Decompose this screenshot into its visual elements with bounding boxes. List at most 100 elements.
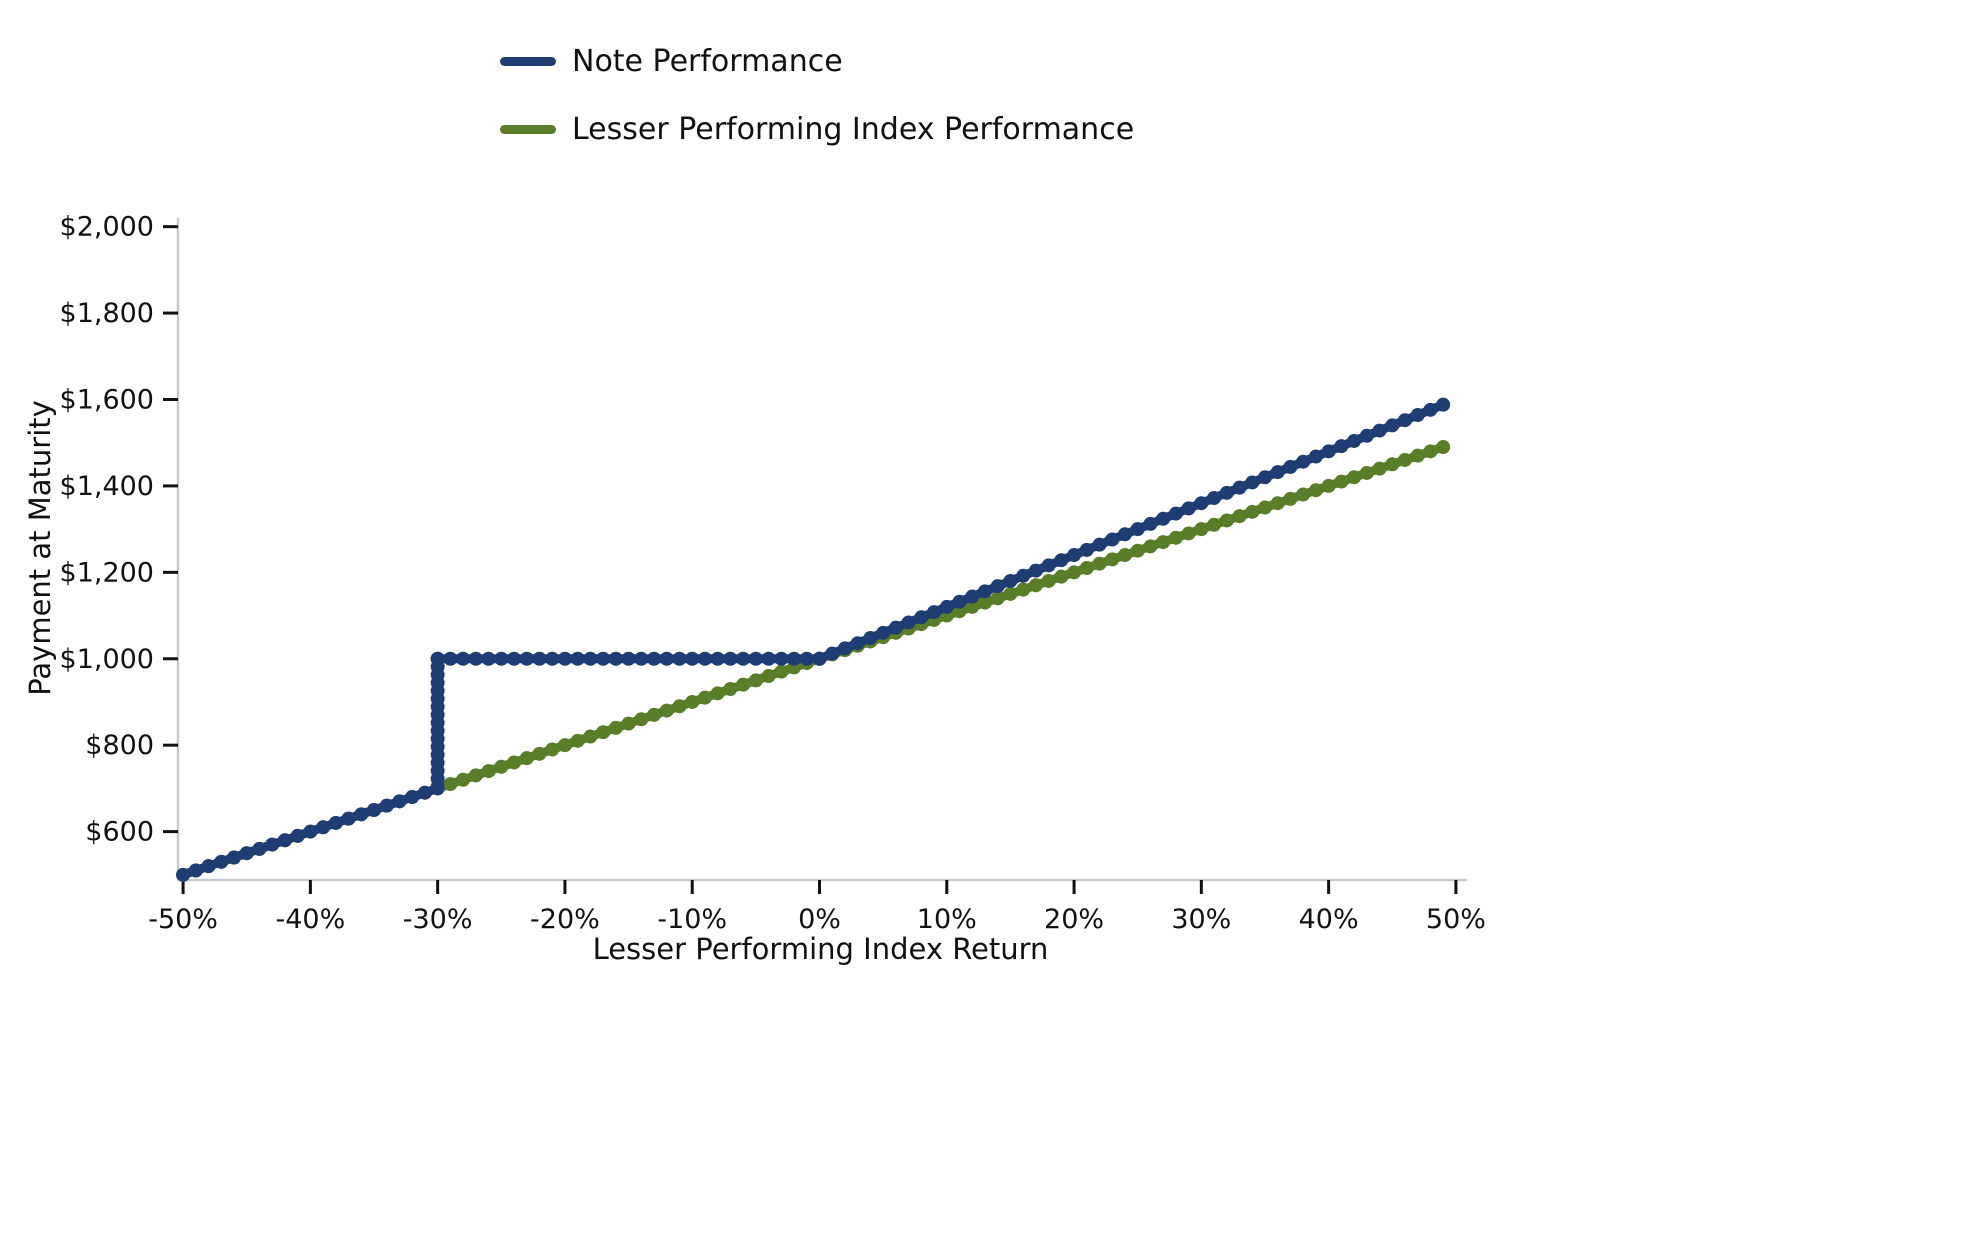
- series-marker-lesser-performing-index-performance: [1168, 530, 1183, 545]
- series-marker-note-performance: [532, 651, 547, 666]
- series-marker-note-performance: [481, 651, 496, 666]
- series-marker-note-performance: [1308, 449, 1323, 464]
- series-marker-note-performance: [608, 651, 623, 666]
- series-marker-note-performance: [1130, 522, 1145, 537]
- series-marker-lesser-performing-index-performance: [723, 682, 738, 697]
- series-marker-lesser-performing-index-performance: [1092, 556, 1107, 571]
- series-marker-note-performance: [1016, 568, 1031, 583]
- series-marker-lesser-performing-index-performance: [685, 694, 700, 709]
- series-marker-note-performance: [367, 802, 382, 817]
- series-marker-lesser-performing-index-performance: [1334, 474, 1349, 489]
- series-marker-note-performance: [774, 651, 789, 666]
- y-tick-label: $800: [85, 730, 154, 761]
- series-marker-note-performance: [977, 584, 992, 599]
- series-marker-note-performance: [214, 854, 229, 869]
- series-marker-lesser-performing-index-performance: [481, 764, 496, 779]
- y-axis-title: Payment at Maturity: [23, 400, 57, 696]
- series-marker-note-performance: [697, 651, 712, 666]
- x-tick-label: 30%: [1171, 904, 1231, 935]
- series-marker-lesser-performing-index-performance: [583, 729, 598, 744]
- series-marker-note-performance: [1436, 397, 1451, 412]
- series-marker-lesser-performing-index-performance: [1308, 483, 1323, 498]
- series-marker-lesser-performing-index-performance: [456, 772, 471, 787]
- series-marker-lesser-performing-index-performance: [443, 777, 458, 792]
- series-marker-note-performance: [1347, 433, 1362, 448]
- legend-label-index-performance: Lesser Performing Index Performance: [572, 111, 1135, 147]
- series-marker-lesser-performing-index-performance: [672, 699, 687, 714]
- series-marker-lesser-performing-index-performance: [659, 703, 674, 718]
- series-marker-note-performance: [570, 651, 585, 666]
- series-marker-note-performance: [927, 605, 942, 620]
- series-marker-note-performance: [379, 798, 394, 813]
- series-marker-note-performance: [1003, 573, 1018, 588]
- series-marker-lesser-performing-index-performance: [1067, 565, 1082, 580]
- series-marker-note-performance: [1296, 454, 1311, 469]
- series-marker-lesser-performing-index-performance: [1194, 522, 1209, 537]
- series-marker-note-performance: [1423, 402, 1438, 417]
- series-marker-lesser-performing-index-performance: [507, 755, 522, 770]
- series-marker-lesser-performing-index-performance: [774, 664, 789, 679]
- series-marker-note-performance: [290, 828, 305, 843]
- series-marker-note-performance: [1194, 496, 1209, 511]
- series-marker-note-performance: [1283, 459, 1298, 474]
- series-marker-note-performance: [1372, 423, 1387, 438]
- series-marker-lesser-performing-index-performance: [1219, 513, 1234, 528]
- series-marker-note-performance: [685, 651, 700, 666]
- series-marker-lesser-performing-index-performance: [634, 712, 649, 727]
- series-marker-lesser-performing-index-performance: [1041, 573, 1056, 588]
- series-marker-lesser-performing-index-performance: [977, 595, 992, 610]
- series-marker-note-performance: [392, 794, 407, 809]
- series-marker-note-performance: [863, 631, 878, 646]
- series-marker-lesser-performing-index-performance: [1207, 517, 1222, 532]
- series-marker-note-performance: [1079, 542, 1094, 557]
- x-tick-label: 0%: [798, 904, 841, 935]
- series-marker-note-performance: [583, 651, 598, 666]
- series-marker-note-performance: [787, 651, 802, 666]
- series-marker-note-performance: [176, 867, 191, 882]
- y-tick-label: $1,600: [60, 384, 154, 415]
- series-marker-note-performance: [1168, 506, 1183, 521]
- series-marker-lesser-performing-index-performance: [1436, 440, 1451, 455]
- series-marker-lesser-performing-index-performance: [1079, 561, 1094, 576]
- series-marker-note-performance: [188, 863, 203, 878]
- series-marker-lesser-performing-index-performance: [1054, 569, 1069, 584]
- series-marker-lesser-performing-index-performance: [990, 591, 1005, 606]
- series-marker-note-performance: [876, 625, 891, 640]
- series-marker-note-performance: [990, 579, 1005, 594]
- series-marker-note-performance: [405, 790, 420, 805]
- series-marker-note-performance: [1181, 501, 1196, 516]
- index-performance-line-swatch: [500, 124, 556, 134]
- series-marker-lesser-performing-index-performance: [1016, 582, 1031, 597]
- series-marker-lesser-performing-index-performance: [1105, 552, 1120, 567]
- series-marker-lesser-performing-index-performance: [647, 707, 662, 722]
- series-marker-note-performance: [252, 841, 267, 856]
- series-marker-lesser-performing-index-performance: [621, 716, 636, 731]
- series-marker-note-performance: [634, 651, 649, 666]
- series-marker-note-performance: [1105, 532, 1120, 547]
- x-tick-label: 10%: [917, 904, 977, 935]
- series-marker-note-performance: [1207, 491, 1222, 506]
- series-marker-note-performance: [748, 651, 763, 666]
- series-marker-note-performance: [1270, 465, 1285, 480]
- series-marker-note-performance: [328, 815, 343, 830]
- series-marker-note-performance: [201, 859, 216, 874]
- series-marker-lesser-performing-index-performance: [1423, 444, 1438, 459]
- series-marker-note-performance: [939, 599, 954, 614]
- series-marker-note-performance: [965, 589, 980, 604]
- series-marker-note-performance: [659, 651, 674, 666]
- series-marker-note-performance: [1156, 511, 1171, 526]
- series-marker-note-performance: [647, 651, 662, 666]
- series-marker-note-performance: [507, 651, 522, 666]
- x-tick-label: 40%: [1299, 904, 1359, 935]
- series-marker-note-performance: [672, 651, 687, 666]
- series-marker-lesser-performing-index-performance: [1257, 500, 1272, 515]
- series-marker-lesser-performing-index-performance: [557, 738, 572, 753]
- legend-item-note-performance: Note Performance: [500, 42, 1134, 80]
- series-marker-lesser-performing-index-performance: [1270, 496, 1285, 511]
- series-marker-lesser-performing-index-performance: [1410, 448, 1425, 463]
- series-marker-note-performance: [621, 651, 636, 666]
- series-marker-lesser-performing-index-performance: [1143, 539, 1158, 554]
- series-marker-lesser-performing-index-performance: [545, 742, 560, 757]
- y-tick-label: $1,000: [60, 644, 154, 675]
